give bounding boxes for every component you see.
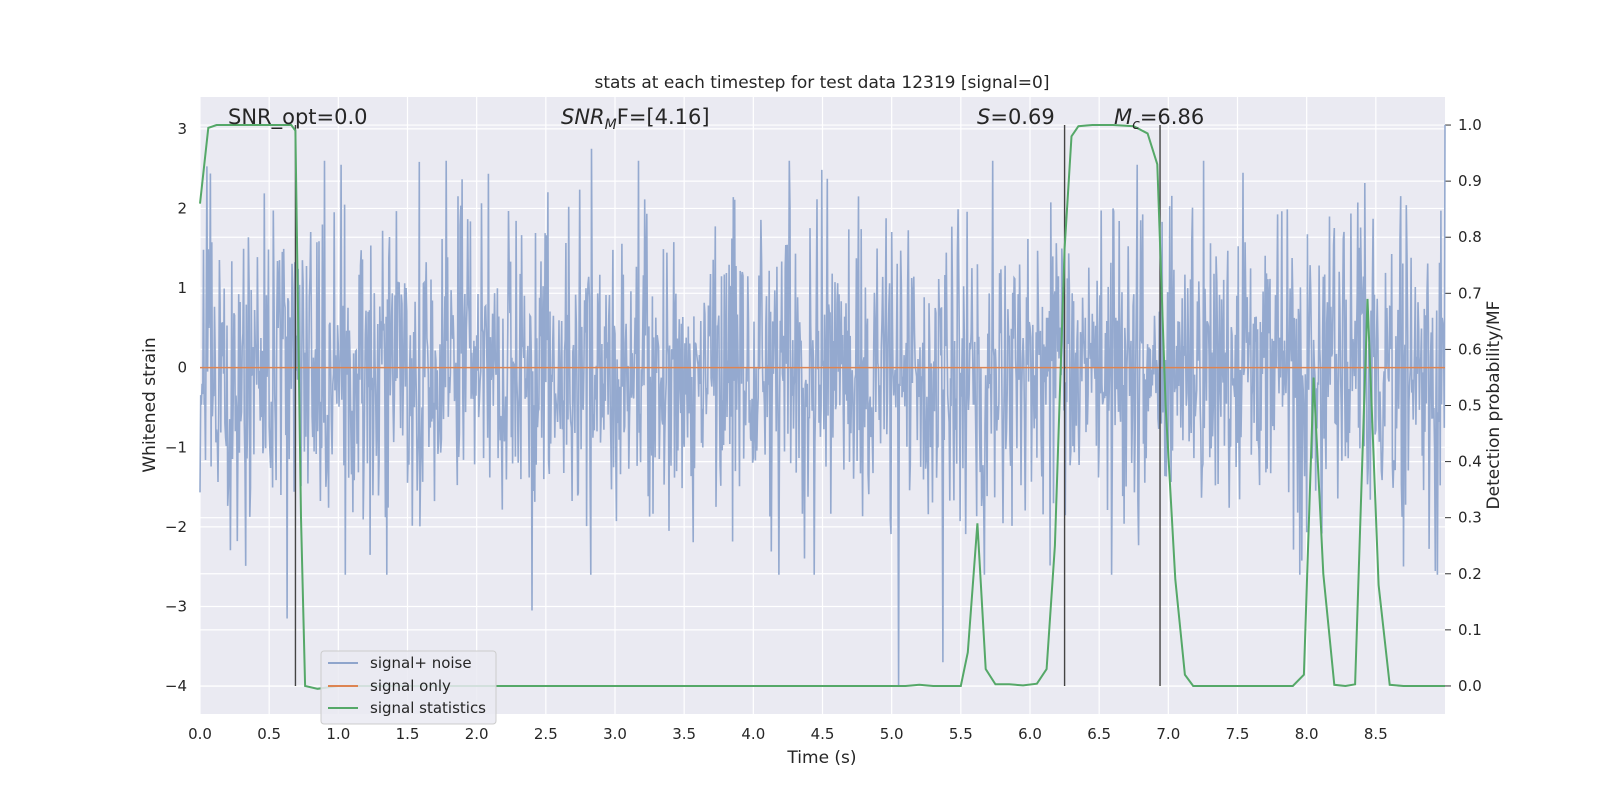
y-right-tick-label: 0.0 [1458,677,1482,695]
mc-subscript: c [1132,117,1140,133]
x-tick-label: 1.5 [396,725,420,743]
y-tick-label: −4 [165,677,187,695]
annotation-snr-mf: SNRMF=[4.16] [561,105,710,133]
y-right-axis-label: Detection probability/MF [1484,301,1504,510]
signal-noise-path [199,124,1446,687]
y-right-tick-label: 0.4 [1458,453,1482,471]
snr-mf-subscript: M [605,117,617,133]
y-right-tick-label: 0.8 [1458,228,1482,246]
snr-mf-value: F=[4.16] [617,105,710,129]
annotation-mc: Mc=6.86 [1114,105,1204,133]
x-tick-label: 5.0 [880,725,904,743]
y-right-tick-label: 0.6 [1458,340,1482,358]
x-tick-label: 6.5 [1087,725,1111,743]
x-tick-label: 4.0 [741,725,765,743]
y-right-tick-label: 0.5 [1458,397,1482,415]
x-tick-labels: 0.0 0.5 1.0 1.5 2.0 2.5 3.0 3.5 4.0 4.5 5.0 5.5 6.0 6… [188,725,1388,743]
x-tick-label: 6.0 [1018,725,1042,743]
y-right-tick-labels: 1.0 0.9 0.8 0.7 0.6 0.5 0.4 0.3 0.2 0.1 0.0 [1458,116,1482,695]
x-tick-label: 1.0 [326,725,350,743]
y-tick-label: 0 [177,359,187,377]
x-axis-label: Time (s) [786,748,856,768]
x-tick-label: 7.5 [1226,725,1250,743]
y-right-tick-label: 0.3 [1458,509,1482,527]
legend: signal+ noise signal only signal statist… [320,650,497,725]
x-tick-label: 3.5 [672,725,696,743]
legend-label-signal-noise: signal+ noise [370,654,472,672]
x-tick-label: 7.0 [1156,725,1180,743]
y-right-tick-label: 1.0 [1458,116,1482,134]
annotation-s: S=0.69 [977,105,1055,129]
y-axis-label: Whitened strain [140,337,160,472]
signal-statistics-line [199,124,1445,690]
y-tick-label: −3 [165,598,187,616]
x-tick-label: 8.5 [1364,725,1388,743]
y-right-tick-label: 0.9 [1458,172,1482,190]
legend-label-signal-only: signal only [370,677,451,695]
y-right-tick-label: 0.7 [1458,284,1482,302]
s-value: =0.69 [990,105,1054,129]
signal-noise-series [199,124,1446,687]
x-tick-label: 8.0 [1295,725,1319,743]
x-tick-label: 2.5 [534,725,558,743]
y-right-tick-label: 0.1 [1458,621,1482,639]
x-tick-label: 4.5 [811,725,835,743]
x-tick-label: 0.5 [257,725,281,743]
mc-label: M [1114,105,1132,129]
y-tick-label: −2 [165,518,187,536]
x-tick-label: 0.0 [188,725,212,743]
y-tick-label: −1 [165,438,187,456]
y-tick-label: 2 [177,199,187,217]
mc-value: =6.86 [1140,105,1204,129]
snr-mf-label: SNR [561,105,605,129]
y-right-tick-label: 0.2 [1458,565,1482,583]
annotation-snr-opt: SNR_opt=0.0 [228,105,368,130]
x-tick-label: 5.5 [949,725,973,743]
chart-title: stats at each timestep for test data 123… [595,73,1050,93]
s-label: S [977,105,990,129]
x-tick-label: 3.0 [603,725,627,743]
y-tick-label: 1 [177,279,187,297]
legend-box [320,650,497,725]
y-tick-label: 3 [177,120,187,138]
y-tick-labels: 3 2 1 0 −1 −2 −3 −4 [165,120,187,695]
x-tick-label: 2.0 [465,725,489,743]
legend-label-signal-statistics: signal statistics [370,699,486,717]
